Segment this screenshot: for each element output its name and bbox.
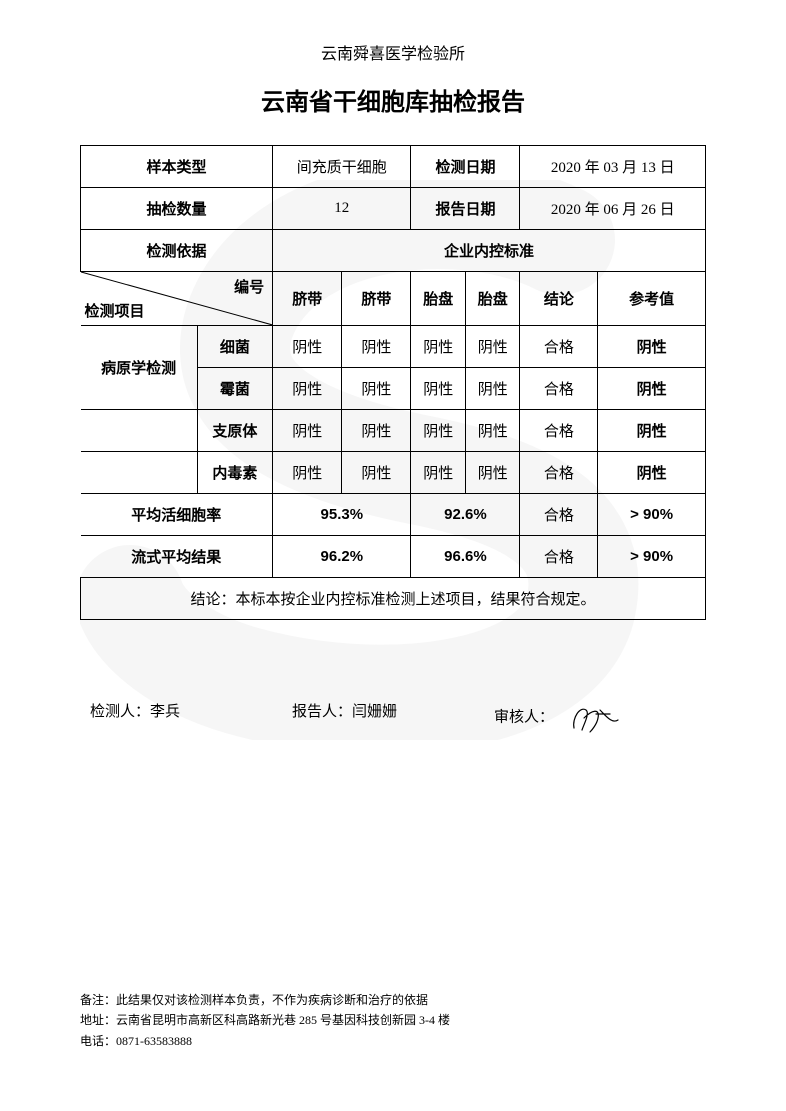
tester-name: 李兵 bbox=[150, 704, 180, 720]
cell-ref: 阴性 bbox=[598, 368, 706, 410]
col-header: 结论 bbox=[520, 272, 598, 326]
cell: 阴性 bbox=[465, 452, 520, 494]
cell: 合格 bbox=[520, 452, 598, 494]
group-pathogen: 病原学检测 bbox=[81, 326, 198, 410]
table-row: 样本类型 间充质干细胞 检测日期 2020 年 03 月 13 日 bbox=[81, 146, 706, 188]
table-row: 抽检数量 12 报告日期 2020 年 06 月 26 日 bbox=[81, 188, 706, 230]
cell: 合格 bbox=[520, 368, 598, 410]
report-table: 样本类型 间充质干细胞 检测日期 2020 年 03 月 13 日 抽检数量 1… bbox=[80, 145, 706, 620]
label-basis: 检测依据 bbox=[81, 230, 273, 272]
row-name: 细菌 bbox=[197, 326, 272, 368]
value-report-date: 2020 年 06 月 26 日 bbox=[520, 188, 706, 230]
conclusion-row: 结论：本标本按企业内控标准检测上述项目，结果符合规定。 bbox=[81, 578, 706, 620]
row-name: 内毒素 bbox=[197, 452, 272, 494]
cell: 阴性 bbox=[342, 410, 411, 452]
cell: 阴性 bbox=[411, 326, 466, 368]
row-name: 流式平均结果 bbox=[81, 536, 273, 578]
cell: 阴性 bbox=[273, 410, 342, 452]
header-item: 检测项目 bbox=[85, 300, 145, 321]
tester-label: 检测人： bbox=[90, 704, 150, 720]
table-header-row: 编号 检测项目 脐带 脐带 胎盘 胎盘 结论 参考值 bbox=[81, 272, 706, 326]
table-row: 病原学检测 细菌 阴性 阴性 阴性 阴性 合格 阴性 bbox=[81, 326, 706, 368]
value-test-date: 2020 年 03 月 13 日 bbox=[520, 146, 706, 188]
cell: 阴性 bbox=[342, 368, 411, 410]
col-header: 脐带 bbox=[342, 272, 411, 326]
cell: 阴性 bbox=[273, 368, 342, 410]
col-header: 胎盘 bbox=[465, 272, 520, 326]
signature-icon bbox=[566, 700, 626, 736]
reporter-name: 闫姗姗 bbox=[352, 704, 397, 720]
reviewer-label: 审核人： bbox=[494, 709, 554, 725]
row-name: 支原体 bbox=[197, 410, 272, 452]
cell: 95.3% bbox=[273, 494, 411, 536]
cell: 合格 bbox=[520, 326, 598, 368]
org-name: 云南舜喜医学检验所 bbox=[80, 40, 706, 64]
cell-ref: 阴性 bbox=[598, 452, 706, 494]
conclusion-text: 结论：本标本按企业内控标准检测上述项目，结果符合规定。 bbox=[81, 578, 706, 620]
label-test-date: 检测日期 bbox=[411, 146, 520, 188]
table-row: 平均活细胞率 95.3% 92.6% 合格 > 90% bbox=[81, 494, 706, 536]
signature-row: 检测人：李兵 报告人：闫姗姗 审核人： bbox=[80, 700, 706, 736]
header-id: 编号 bbox=[234, 276, 264, 297]
label-sample-type: 样本类型 bbox=[81, 146, 273, 188]
table-row: 支原体 阴性 阴性 阴性 阴性 合格 阴性 bbox=[81, 410, 706, 452]
table-row: 检测依据 企业内控标准 bbox=[81, 230, 706, 272]
cell: 96.6% bbox=[411, 536, 520, 578]
table-row: 流式平均结果 96.2% 96.6% 合格 > 90% bbox=[81, 536, 706, 578]
label-sample-qty: 抽检数量 bbox=[81, 188, 273, 230]
cell-ref: 阴性 bbox=[598, 326, 706, 368]
value-sample-qty: 12 bbox=[273, 188, 411, 230]
reviewer-sign: 审核人： bbox=[494, 700, 696, 736]
cell: 96.2% bbox=[273, 536, 411, 578]
cell-ref: > 90% bbox=[598, 494, 706, 536]
cell-ref: 阴性 bbox=[598, 410, 706, 452]
footer: 备注：此结果仅对该检测样本负责，不作为疾病诊断和治疗的依据 地址：云南省昆明市高… bbox=[80, 990, 450, 1051]
cell: 阴性 bbox=[465, 368, 520, 410]
diagonal-header: 编号 检测项目 bbox=[81, 272, 273, 326]
row-name: 平均活细胞率 bbox=[81, 494, 273, 536]
cell: 阴性 bbox=[273, 326, 342, 368]
cell: 阴性 bbox=[411, 368, 466, 410]
col-header: 参考值 bbox=[598, 272, 706, 326]
cell: 阴性 bbox=[273, 452, 342, 494]
reporter-label: 报告人： bbox=[292, 704, 352, 720]
cell: 合格 bbox=[520, 536, 598, 578]
cell: 阴性 bbox=[465, 410, 520, 452]
footer-tel: 电话：0871-63583888 bbox=[80, 1031, 450, 1051]
cell: 阴性 bbox=[342, 326, 411, 368]
cell: 合格 bbox=[520, 494, 598, 536]
cell: 阴性 bbox=[411, 410, 466, 452]
label-report-date: 报告日期 bbox=[411, 188, 520, 230]
cell: 92.6% bbox=[411, 494, 520, 536]
tester-sign: 检测人：李兵 bbox=[90, 700, 292, 736]
table-row: 内毒素 阴性 阴性 阴性 阴性 合格 阴性 bbox=[81, 452, 706, 494]
report-title: 云南省干细胞库抽检报告 bbox=[80, 82, 706, 117]
cell-ref: > 90% bbox=[598, 536, 706, 578]
cell: 阴性 bbox=[342, 452, 411, 494]
cell: 阴性 bbox=[465, 326, 520, 368]
cell: 合格 bbox=[520, 410, 598, 452]
cell: 阴性 bbox=[411, 452, 466, 494]
footer-note: 备注：此结果仅对该检测样本负责，不作为疾病诊断和治疗的依据 bbox=[80, 990, 450, 1010]
value-basis: 企业内控标准 bbox=[273, 230, 706, 272]
footer-addr: 地址：云南省昆明市高新区科高路新光巷 285 号基因科技创新园 3-4 楼 bbox=[80, 1010, 450, 1030]
col-header: 脐带 bbox=[273, 272, 342, 326]
col-header: 胎盘 bbox=[411, 272, 466, 326]
reporter-sign: 报告人：闫姗姗 bbox=[292, 700, 494, 736]
value-sample-type: 间充质干细胞 bbox=[273, 146, 411, 188]
row-name: 霉菌 bbox=[197, 368, 272, 410]
